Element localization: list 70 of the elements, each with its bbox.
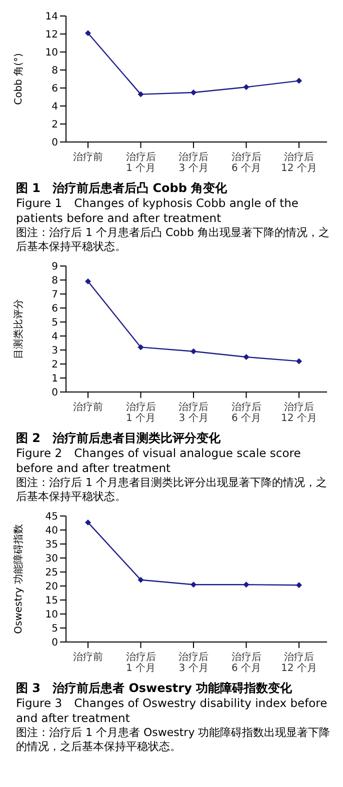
y-tick-label: 8 (52, 276, 58, 287)
point (138, 91, 144, 98)
text: 图 1 治疗前后患者后凸 Cobb 角变化 (16, 180, 228, 196)
y-tick-label: 6 (52, 84, 58, 95)
y-tick-label: 1 (52, 374, 58, 385)
y-tick-label: 14 (45, 12, 58, 23)
x-tick-label: 治疗前 (73, 651, 103, 663)
text: 图 3 治疗前后患者 Oswestry 功能障碍指数变化 (16, 680, 294, 696)
y-tick-label: 4 (52, 332, 58, 343)
x-tick-label: 治疗后 1 个月 (126, 151, 156, 174)
x-tick-label: 治疗后 3 个月 (178, 401, 208, 424)
y-tick-label: 45 (45, 512, 58, 523)
y-tick-label: 0 (52, 138, 58, 149)
y-tick-label: 20 (45, 582, 58, 593)
y-tick-label: 15 (45, 596, 58, 607)
y-tick-label: 12 (45, 30, 58, 41)
point (190, 90, 196, 96)
point (138, 344, 144, 350)
y-tick-label: 6 (52, 304, 58, 315)
x-tick-label: 治疗后 3 个月 (178, 151, 208, 174)
text: Figure 1 Changes of kyphosis Cobb angle of the patients before and after treatment (16, 196, 300, 226)
y-tick-label: 8 (52, 66, 58, 77)
y-tick-label: 10 (45, 48, 58, 59)
x-tick-label: 治疗后 6 个月 (231, 651, 262, 674)
y-axis-title: 目测类比评分 (12, 299, 25, 359)
y-tick-label: 4 (52, 102, 58, 113)
point (243, 582, 250, 588)
x-tick-label: 治疗后 1 个月 (126, 651, 156, 674)
point (138, 576, 144, 583)
y-tick-label: 2 (52, 360, 58, 371)
text: 图注：治疗后 1 个月患者 Oswestry 功能障碍指数出现显著下降的情况，之后基本保持平稳状态。 (16, 726, 332, 754)
x-tick-label: 治疗前 (73, 151, 103, 163)
y-tick-label: 10 (45, 610, 58, 621)
y-tick-label: 2 (52, 120, 58, 131)
text: Figure 2 Changes of visual analogue scale score before and after treatment (16, 446, 302, 476)
x-tick-label: 治疗后 12 个月 (281, 651, 317, 674)
point (190, 582, 196, 588)
x-tick-label: 治疗前 (73, 401, 103, 413)
point (296, 582, 302, 588)
text: 图注：治疗后 1 个月患者后凸 Cobb 角出现显著下降的情况，之后基本保持平稳状态。 (16, 226, 330, 254)
y-tick-label: 35 (45, 540, 58, 551)
point (85, 30, 91, 36)
point (243, 354, 250, 360)
y-tick-label: 5 (52, 624, 58, 635)
y-tick-label: 3 (52, 346, 58, 357)
point (296, 358, 302, 364)
x-tick-label: 治疗后 12 个月 (281, 151, 317, 174)
x-tick-label: 治疗后 1 个月 (126, 401, 156, 424)
x-tick-label: 治疗后 3 个月 (178, 651, 208, 674)
point (85, 519, 91, 526)
x-tick-label: 治疗后 12 个月 (281, 401, 317, 424)
y-axis-title: Oswestry 功能障碍指数 (12, 524, 25, 634)
y-tick-label: 9 (52, 262, 58, 273)
text: Figure 3 Changes of Oswestry disability index before and after treatment (16, 696, 328, 726)
y-tick-label: 25 (45, 568, 58, 579)
point (85, 278, 91, 284)
x-tick-label: 治疗后 6 个月 (231, 151, 262, 174)
y-axis-title: Cobb 角(°) (12, 53, 25, 105)
text: 图注：治疗后 1 个月患者目测类比评分出现显著下降的情况，之后基本保持平稳状态。 (16, 476, 328, 504)
y-tick-label: 40 (45, 526, 58, 537)
text: 图 2 治疗前后患者目测类比评分变化 (16, 430, 222, 446)
point (243, 84, 250, 90)
y-tick-label: 0 (52, 638, 58, 649)
y-tick-label: 0 (52, 388, 58, 399)
y-tick-label: 7 (52, 290, 58, 301)
point (190, 348, 196, 354)
x-tick-label: 治疗后 6 个月 (231, 401, 262, 424)
y-tick-label: 5 (52, 318, 58, 329)
y-tick-label: 30 (45, 554, 58, 565)
point (296, 78, 302, 84)
